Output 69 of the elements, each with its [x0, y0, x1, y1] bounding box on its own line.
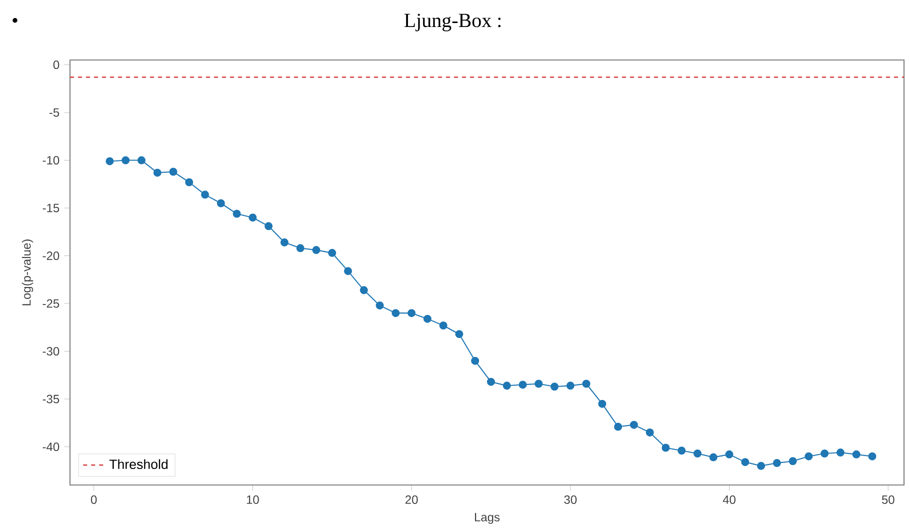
- x-axis-title: Lags: [474, 513, 500, 524]
- point: [725, 450, 734, 458]
- y-tick-label: -40: [42, 442, 60, 452]
- x-tick-label: 0: [90, 495, 97, 504]
- point: [662, 444, 670, 452]
- point: [772, 459, 781, 468]
- point: [232, 210, 241, 218]
- point: [312, 246, 320, 254]
- x-tick-label: 40: [722, 495, 736, 504]
- point: [248, 214, 257, 222]
- point: [344, 267, 352, 276]
- legend-label: Threshold: [109, 459, 168, 470]
- point: [439, 322, 448, 330]
- point: [185, 178, 194, 186]
- point: [630, 420, 638, 429]
- point: [852, 450, 860, 458]
- x-tick-label: 30: [564, 495, 577, 504]
- y-tick-label: -25: [42, 299, 60, 308]
- point: [757, 462, 766, 470]
- y-tick-label: -15: [42, 204, 60, 212]
- text: •: [12, 18, 18, 23]
- x-tick-label: 20: [405, 495, 418, 504]
- y-tick-label: -10: [42, 156, 60, 165]
- point: [741, 458, 750, 466]
- point: [486, 378, 495, 386]
- point: [392, 309, 400, 318]
- point: [423, 314, 432, 323]
- point: [614, 422, 622, 431]
- point: [264, 222, 273, 230]
- y-tick-label: -20: [42, 252, 60, 260]
- point: [693, 449, 702, 458]
- point: [518, 380, 527, 389]
- point: [216, 199, 225, 208]
- point: [868, 452, 876, 460]
- y-tick-label: -5: [49, 108, 60, 117]
- y-tick-label: -30: [42, 347, 60, 356]
- point: [502, 382, 511, 390]
- point: [201, 190, 210, 199]
- point: [169, 168, 178, 176]
- point: [566, 382, 574, 390]
- point: [804, 452, 813, 460]
- point: [280, 238, 288, 246]
- point: [455, 330, 464, 338]
- point: [534, 380, 543, 388]
- point: [360, 286, 368, 294]
- chart-title: Ljung-Box :: [404, 14, 501, 32]
- point: [296, 244, 304, 252]
- y-tick-label: -35: [42, 394, 60, 404]
- point: [328, 248, 336, 257]
- point: [408, 309, 416, 318]
- point: [788, 457, 797, 466]
- point: [137, 156, 146, 164]
- point: [376, 301, 384, 310]
- point: [582, 380, 590, 388]
- point: [106, 157, 114, 166]
- point: [709, 453, 718, 462]
- point: [598, 400, 606, 408]
- point: [836, 448, 844, 457]
- x-tick-label: 10: [246, 495, 259, 504]
- point: [646, 428, 654, 436]
- y-tick-label: 0: [53, 60, 60, 70]
- point: [471, 356, 480, 365]
- point: [820, 449, 829, 458]
- x-tick-label: 50: [882, 495, 894, 504]
- point: [550, 382, 559, 391]
- y-axis-title: Log(p-value): [22, 240, 34, 306]
- point: [122, 156, 130, 164]
- point: [678, 446, 686, 455]
- point: [153, 168, 162, 177]
